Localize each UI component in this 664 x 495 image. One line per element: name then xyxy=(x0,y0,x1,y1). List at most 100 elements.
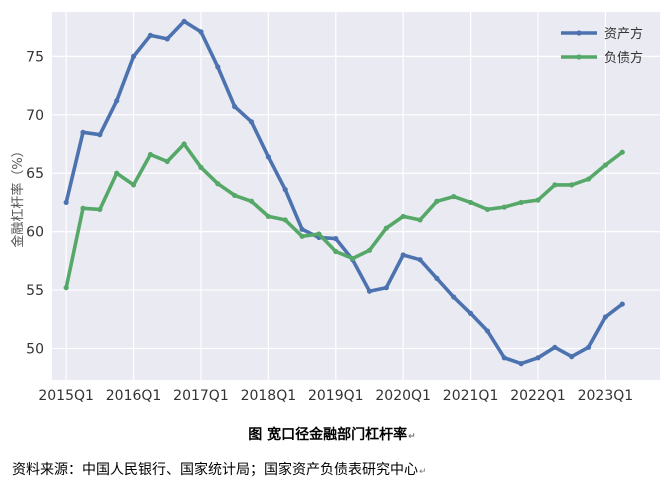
figure-caption: 图 宽口径金融部门杠杆率↵ xyxy=(0,424,664,444)
plot-area xyxy=(52,12,660,380)
data-point xyxy=(130,182,137,188)
data-point xyxy=(434,275,440,281)
data-point xyxy=(484,206,491,213)
y-axis-label: 金融杠杆率（%） xyxy=(10,144,26,247)
source-text: 资料来源：中国人民银行、国家统计局；国家资产负债表研究中心 xyxy=(12,462,418,478)
data-point xyxy=(333,236,339,242)
legend-marker xyxy=(576,54,582,60)
axis-ticks: 50 55 60 65 70 75 2015Q1 2016Q1 2017Q1 2018Q1 2019… xyxy=(26,49,633,404)
data-point xyxy=(198,164,204,170)
data-point xyxy=(299,233,305,239)
data-point xyxy=(467,199,474,206)
data-point xyxy=(63,199,69,206)
data-point xyxy=(569,354,575,360)
data-point xyxy=(400,213,406,220)
data-point xyxy=(366,288,373,294)
data-point xyxy=(619,301,625,307)
data-point xyxy=(265,154,271,160)
x-tick-label: 2022Q1 xyxy=(510,388,566,404)
data-point xyxy=(97,132,103,138)
data-point xyxy=(248,198,255,204)
data-point xyxy=(299,226,305,232)
data-point xyxy=(552,182,558,188)
y-tick-label: 60 xyxy=(26,225,44,241)
data-point xyxy=(114,170,120,176)
y-tick-label: 50 xyxy=(26,341,44,357)
data-point xyxy=(164,158,170,165)
data-point xyxy=(552,344,558,350)
data-point xyxy=(181,18,187,24)
data-point xyxy=(501,204,507,210)
data-point xyxy=(63,285,69,291)
x-tick-label: 2023Q1 xyxy=(578,388,634,404)
data-point xyxy=(451,294,457,300)
data-point xyxy=(417,217,423,223)
x-tick-label: 2018Q1 xyxy=(241,388,297,404)
data-point xyxy=(585,344,592,350)
data-point xyxy=(518,361,524,367)
data-point xyxy=(383,225,389,231)
data-point xyxy=(619,149,625,155)
data-point xyxy=(434,198,440,204)
data-point xyxy=(417,257,423,263)
data-point xyxy=(569,182,575,188)
data-point xyxy=(198,29,204,35)
return-mark: ↵ xyxy=(408,432,416,442)
data-point xyxy=(467,310,474,317)
return-mark: ↵ xyxy=(419,467,427,477)
data-point xyxy=(215,181,221,187)
data-point xyxy=(130,53,137,59)
x-tick-label: 2021Q1 xyxy=(443,388,499,404)
data-point xyxy=(164,36,170,42)
data-point xyxy=(80,205,86,211)
data-point xyxy=(181,141,187,147)
data-point xyxy=(265,213,271,220)
series-lines xyxy=(63,18,625,367)
data-point xyxy=(147,151,154,158)
x-tick-label: 2015Q1 xyxy=(38,388,94,404)
data-point xyxy=(602,162,609,168)
data-point xyxy=(535,355,541,361)
y-tick-label: 70 xyxy=(26,108,44,124)
data-point xyxy=(535,197,541,203)
data-point xyxy=(451,193,457,200)
data-point xyxy=(602,314,609,320)
data-point xyxy=(215,64,221,70)
data-point xyxy=(282,217,288,223)
data-point xyxy=(147,32,154,38)
gridlines xyxy=(52,12,660,380)
data-point xyxy=(383,285,389,291)
data-point xyxy=(80,129,86,135)
y-tick-label: 65 xyxy=(26,166,44,182)
x-tick-label: 2017Q1 xyxy=(173,388,229,404)
data-point xyxy=(350,255,356,262)
caption-text: 图 宽口径金融部门杠杆率 xyxy=(248,427,408,443)
data-point xyxy=(333,248,339,255)
chart: 50 55 60 65 70 75 2015Q1 2016Q1 2017Q1 2018Q1 2019… xyxy=(10,12,660,404)
data-point xyxy=(518,199,524,206)
legend-label: 负债方 xyxy=(604,50,643,66)
data-point xyxy=(585,176,592,182)
series-line-2 xyxy=(64,142,625,290)
data-point xyxy=(248,119,255,125)
data-point xyxy=(282,186,288,193)
data-point xyxy=(232,192,238,199)
data-point xyxy=(316,231,322,237)
data-point xyxy=(232,104,238,110)
data-point xyxy=(501,355,507,361)
data-point xyxy=(400,252,406,258)
y-tick-label: 55 xyxy=(26,283,44,299)
x-tick-label: 2020Q1 xyxy=(375,388,431,404)
data-point xyxy=(484,328,491,334)
x-tick-label: 2016Q1 xyxy=(106,388,162,404)
x-tick-label: 2019Q1 xyxy=(308,388,364,404)
data-point xyxy=(366,247,373,253)
y-tick-label: 75 xyxy=(26,49,44,65)
legend-marker xyxy=(576,30,582,36)
data-point xyxy=(114,98,120,104)
data-point xyxy=(97,206,103,213)
source-note: 资料来源：中国人民银行、国家统计局；国家资产负债表研究中心↵ xyxy=(12,459,427,479)
legend-label: 资产方 xyxy=(604,26,643,42)
series-line-1 xyxy=(64,19,625,366)
